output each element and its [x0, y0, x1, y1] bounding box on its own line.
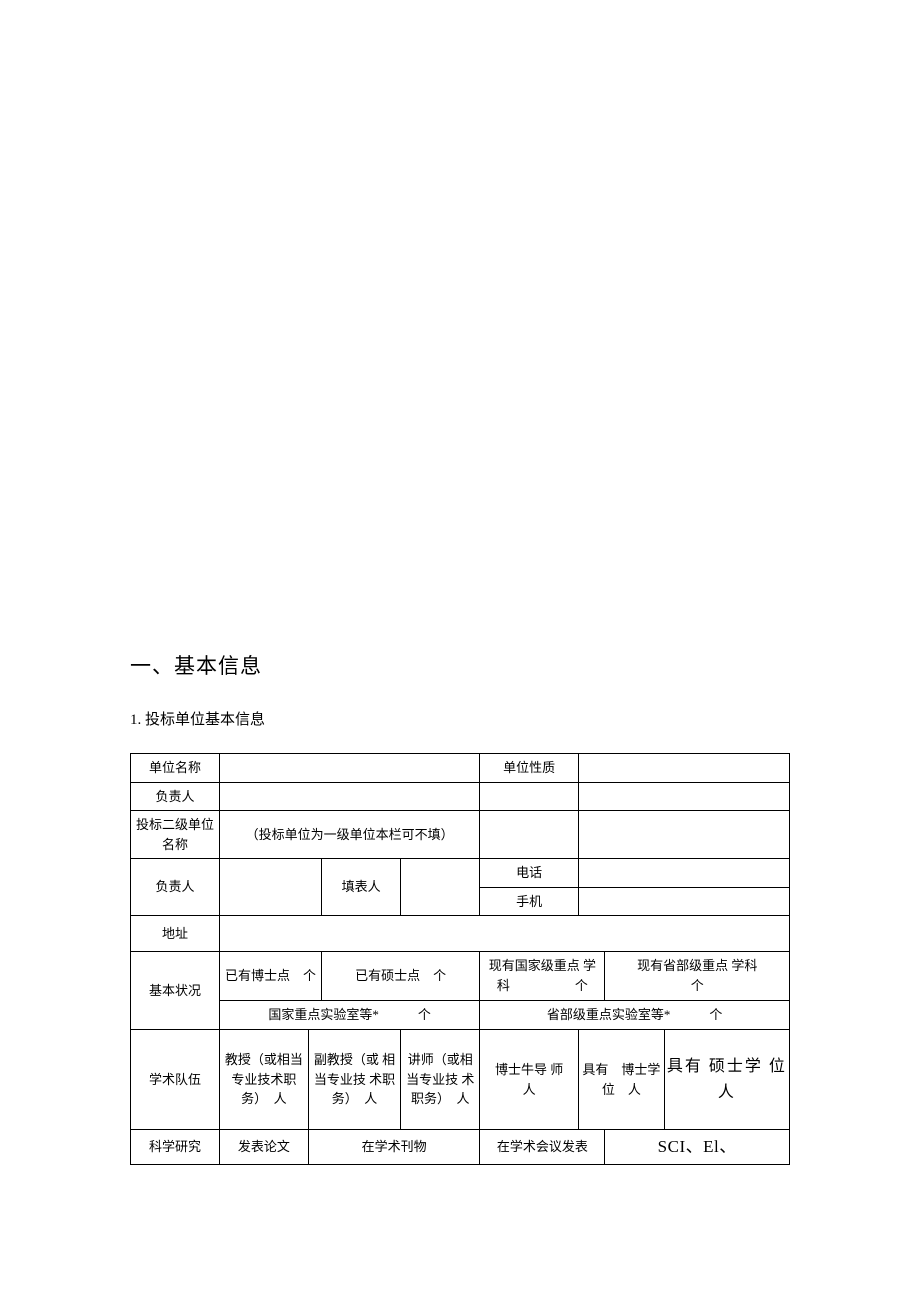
table-row: 地址 [131, 916, 790, 952]
associate-professor-cell: 副教授（或 相当专业技 术职务） 人 [308, 1030, 400, 1130]
cell-empty [480, 782, 579, 811]
table-row: 科学研究 发表论文 在学术刊物 在学术会议发表 SCI、El、 [131, 1130, 790, 1165]
cell-empty [579, 782, 790, 811]
responsible2-label: 负责人 [131, 859, 220, 916]
subsection-title: 1. 投标单位基本信息 [130, 708, 790, 729]
table-row: 学术队伍 教授（或相当专业技术职务） 人 副教授（或 相当专业技 术职务） 人 … [131, 1030, 790, 1130]
provincial-key-subject: 现有省部级重点 学科 个 [605, 952, 790, 1001]
phone-value [579, 859, 790, 888]
section-title: 一、基本信息 [130, 650, 790, 680]
cell-empty [480, 811, 579, 859]
basic-info-table: 单位名称 单位性质 负责人 投标二级单位名称 （投标单位为一级单位本栏可不填） … [130, 753, 790, 1165]
unit-type-label: 单位性质 [480, 754, 579, 783]
academic-team-label: 学术队伍 [131, 1030, 220, 1130]
publish-paper-cell: 发表论文 [219, 1130, 308, 1165]
doctoral-supervisor-cell: 博士牛导 师 人 [480, 1030, 579, 1130]
doctor-point: 已有博士点 个 [219, 952, 321, 1001]
table-row: 基本状况 已有博士点 个 已有硕士点 个 现有国家级重点 学科 个 现有省部级重… [131, 952, 790, 1001]
cell-empty [579, 811, 790, 859]
responsible2-value [219, 859, 321, 916]
professor-cell: 教授（或相当专业技术职务） 人 [219, 1030, 308, 1130]
in-journal-cell: 在学术刊物 [308, 1130, 479, 1165]
master-point: 已有硕士点 个 [322, 952, 480, 1001]
unit-name-label: 单位名称 [131, 754, 220, 783]
table-row: 投标二级单位名称 （投标单位为一级单位本栏可不填） [131, 811, 790, 859]
responsible-value [219, 782, 479, 811]
second-unit-note: （投标单位为一级单位本栏可不填） [219, 811, 479, 859]
address-label: 地址 [131, 916, 220, 952]
sci-ei-cell: SCI、El、 [605, 1130, 790, 1165]
has-master-degree-cell: 具有 硕士学 位 人 [664, 1030, 789, 1130]
national-key-lab: 国家重点实验室等* 个 [219, 1000, 479, 1029]
in-conference-cell: 在学术会议发表 [480, 1130, 605, 1165]
table-row: 负责人 [131, 782, 790, 811]
mobile-value [579, 887, 790, 916]
responsible-label: 负责人 [131, 782, 220, 811]
unit-name-value [219, 754, 479, 783]
table-row: 单位名称 单位性质 [131, 754, 790, 783]
has-doctor-degree-cell: 具有 博士学位 人 [579, 1030, 665, 1130]
unit-type-value [579, 754, 790, 783]
table-row: 国家重点实验室等* 个 省部级重点实验室等* 个 [131, 1000, 790, 1029]
lecturer-cell: 讲师（或相当专业技 术职务） 人 [401, 1030, 480, 1130]
mobile-label: 手机 [480, 887, 579, 916]
document-page: 一、基本信息 1. 投标单位基本信息 单位名称 单位性质 负责人 [0, 0, 920, 1165]
second-unit-label: 投标二级单位名称 [131, 811, 220, 859]
provincial-key-lab: 省部级重点实验室等* 个 [480, 1000, 790, 1029]
research-label: 科学研究 [131, 1130, 220, 1165]
filler-value [401, 859, 480, 916]
national-key-subject: 现有国家级重点 学科 个 [480, 952, 605, 1001]
address-value [219, 916, 789, 952]
table-row: 负责人 填表人 电话 [131, 859, 790, 888]
filler-label: 填表人 [322, 859, 401, 916]
basic-status-label: 基本状况 [131, 952, 220, 1030]
phone-label: 电话 [480, 859, 579, 888]
